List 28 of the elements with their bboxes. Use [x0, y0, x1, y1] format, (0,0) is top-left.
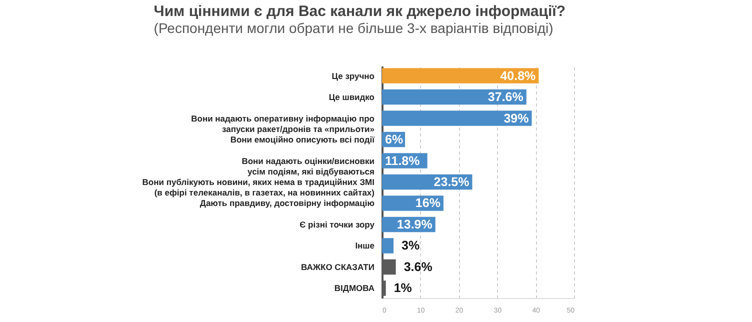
- bar: [382, 89, 526, 105]
- bar: [382, 68, 539, 84]
- data-label: 40.8%: [500, 68, 536, 83]
- y-tick-label: Вони надають оперативну інформацію про запуски ракет/дронів та «прильоти»: [191, 113, 375, 134]
- y-tick-label: ВІДМОВА: [334, 283, 374, 294]
- y-tick-label: Вони публікують новини, яких нема в традиційних ЗМІ (в ефірі телеканалів, в газетах, на новинних сайтах): [142, 177, 375, 198]
- chart-subtitle: (Респонденти могли обрати не більше 3-х варіантів відповіді): [154, 20, 554, 36]
- data-label: 39%: [504, 111, 529, 126]
- y-tick-label: Це швидко: [328, 92, 374, 102]
- y-tick-label: Є різні точки зору: [300, 219, 375, 230]
- data-label: 11.8%: [385, 154, 420, 168]
- bar: [382, 238, 394, 254]
- data-label: 6%: [385, 132, 404, 147]
- y-tick-label: Це зручно: [332, 70, 374, 81]
- data-label: 3.6%: [404, 260, 432, 274]
- y-tick-label: Інше: [355, 240, 375, 251]
- y-tick-label: Вони надають оцінки/висновки усім подіям, які відбуваються: [242, 156, 375, 176]
- bar: [382, 110, 532, 126]
- chart-title: Чим цінними є для Вас канали як джерело інформації?: [154, 3, 566, 20]
- y-tick-label: Дають правдиву, достовірну інформацію: [200, 198, 374, 208]
- data-label: 1%: [394, 281, 412, 296]
- y-tick-label: ВАЖКО СКАЗАТИ: [300, 262, 374, 272]
- data-label: 37.6%: [488, 90, 524, 104]
- data-label: 13.9%: [396, 217, 432, 232]
- data-label: 16%: [415, 196, 440, 210]
- data-label: 23.5%: [434, 175, 470, 189]
- data-label: 3%: [402, 238, 420, 253]
- y-tick-label: Вони емоційно описують всі події: [230, 134, 376, 145]
